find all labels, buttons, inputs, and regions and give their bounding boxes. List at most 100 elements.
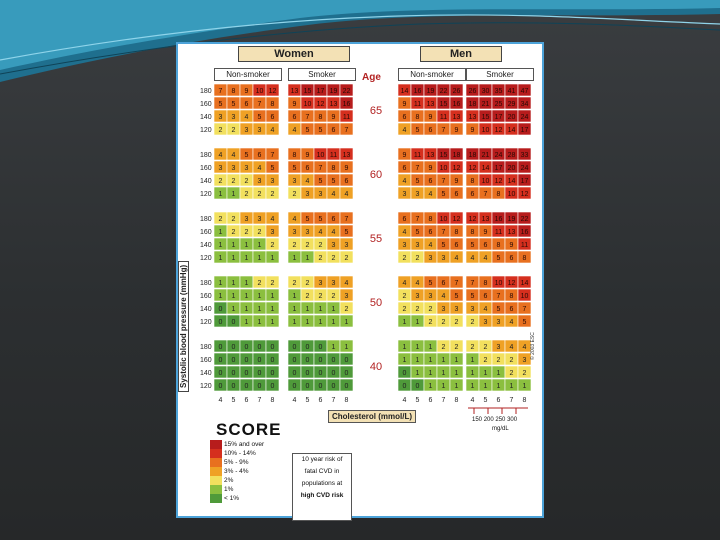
risk-cell-value: 19: [508, 216, 516, 223]
risk-cell-value: 2: [293, 242, 297, 249]
risk-cell-value: 0: [219, 370, 223, 377]
cholesterol-tick-label: 6: [245, 397, 249, 404]
risk-cell-value: 0: [258, 383, 262, 390]
risk-cell-value: 13: [469, 114, 477, 121]
risk-cell-value: 2: [293, 191, 297, 198]
risk-cell-value: 1: [293, 306, 297, 313]
risk-cell-value: 10: [482, 127, 490, 134]
risk-cell-value: 2: [403, 255, 407, 262]
risk-cell-value: 3: [403, 191, 407, 198]
risk-cell-value: 9: [403, 101, 407, 108]
risk-cell-value: 5: [523, 319, 527, 326]
risk-cell: [449, 109, 464, 123]
risk-cell-value: 1: [345, 319, 349, 326]
risk-cell: [265, 211, 280, 225]
sbp-tick-label: 160: [200, 293, 212, 300]
risk-cell-value: 1: [403, 344, 407, 351]
note-line: high CVD risk: [300, 492, 344, 499]
risk-cell-value: 47: [521, 88, 529, 95]
risk-cell-value: 0: [271, 357, 275, 364]
risk-cell-value: 3: [484, 319, 488, 326]
risk-cell: [449, 288, 464, 302]
risk-cell-value: 13: [291, 88, 299, 95]
risk-cell-value: 2: [219, 216, 223, 223]
risk-cell-value: 10: [304, 101, 312, 108]
risk-cell-value: 11: [414, 101, 421, 108]
risk-cell-value: 9: [510, 242, 514, 249]
risk-cell-value: 4: [332, 191, 336, 198]
risk-cell-value: 6: [455, 242, 459, 249]
risk-cell-value: 7: [345, 127, 349, 134]
risk-cell: [339, 275, 354, 289]
risk-cell-value: 3: [293, 229, 297, 236]
risk-cell: [449, 186, 464, 200]
risk-cell-value: 35: [495, 88, 503, 95]
risk-cell-value: 0: [258, 370, 262, 377]
risk-cell-value: 6: [510, 255, 514, 262]
cholesterol-tick-label: 5: [484, 397, 488, 404]
risk-cell-value: 12: [469, 216, 477, 223]
risk-cell-value: 3: [232, 114, 236, 121]
cholesterol-tick-label: 4: [471, 397, 475, 404]
risk-cell-value: 3: [271, 178, 275, 185]
risk-cell: [339, 211, 354, 225]
risk-cell: [517, 352, 532, 366]
risk-cell-value: 0: [271, 344, 275, 351]
risk-cell-value: 1: [416, 370, 420, 377]
women-nonsmoker-label: Non-smoker: [214, 68, 282, 81]
risk-cell-value: 13: [508, 229, 516, 236]
risk-cell: [517, 301, 532, 315]
sbp-tick-label: 160: [200, 101, 212, 108]
risk-cell-value: 17: [521, 178, 529, 185]
risk-cell-value: 4: [403, 178, 407, 185]
risk-cell: [265, 250, 280, 264]
risk-cell-value: 9: [332, 114, 336, 121]
risk-cell-value: 6: [484, 242, 488, 249]
risk-cell-value: 1: [293, 293, 297, 300]
risk-cell-value: 4: [293, 216, 297, 223]
risk-cell: [339, 250, 354, 264]
risk-cell-value: 7: [523, 306, 527, 313]
risk-cell: [339, 378, 354, 392]
risk-cell-value: 3: [523, 357, 527, 364]
risk-cell-value: 18: [469, 152, 477, 159]
risk-cell-value: 8: [497, 191, 501, 198]
legend-label: 1%: [224, 486, 234, 493]
cholesterol-tick-label: 8: [345, 397, 349, 404]
note-line: 10 year risk of: [301, 456, 343, 463]
risk-cell-value: 1: [245, 280, 249, 287]
mgdl-tick: 200: [483, 417, 494, 423]
risk-cell-value: 12: [269, 88, 277, 95]
sbp-tick-label: 140: [200, 370, 212, 377]
risk-cell-value: 0: [232, 357, 236, 364]
risk-cell-value: 2: [319, 293, 323, 300]
cholesterol-tick-label: 6: [319, 397, 323, 404]
risk-cell-value: 12: [453, 216, 461, 223]
risk-cell-value: 0: [345, 370, 349, 377]
risk-cell: [517, 365, 532, 379]
legend-label: < 1%: [224, 495, 239, 502]
risk-cell: [265, 378, 280, 392]
risk-cell-value: 29: [508, 101, 516, 108]
risk-cell: [449, 314, 464, 328]
risk-cell-value: 5: [442, 191, 446, 198]
risk-cell-value: 1: [319, 319, 323, 326]
risk-cell-value: 1: [232, 293, 236, 300]
risk-cell-value: 3: [319, 191, 323, 198]
risk-cell-value: 6: [293, 114, 297, 121]
risk-cell-value: 1: [484, 383, 488, 390]
risk-cell-value: 5: [271, 165, 275, 172]
score-chart-panel: Women Men Non-smoker Smoker Non-smoker S…: [176, 42, 544, 521]
age-band-label: 60: [370, 169, 382, 181]
risk-cell-value: 1: [232, 255, 236, 262]
risk-cell-value: 11: [414, 152, 421, 159]
risk-cell-value: 8: [232, 88, 236, 95]
risk-cell-value: 2: [332, 255, 336, 262]
risk-cell-value: 1: [484, 370, 488, 377]
risk-cell: [517, 109, 532, 123]
risk-cell: [449, 160, 464, 174]
risk-cell-value: 0: [306, 357, 310, 364]
risk-cell-value: 3: [219, 114, 223, 121]
risk-cell-value: 17: [495, 114, 503, 121]
risk-cell-value: 3: [245, 216, 249, 223]
